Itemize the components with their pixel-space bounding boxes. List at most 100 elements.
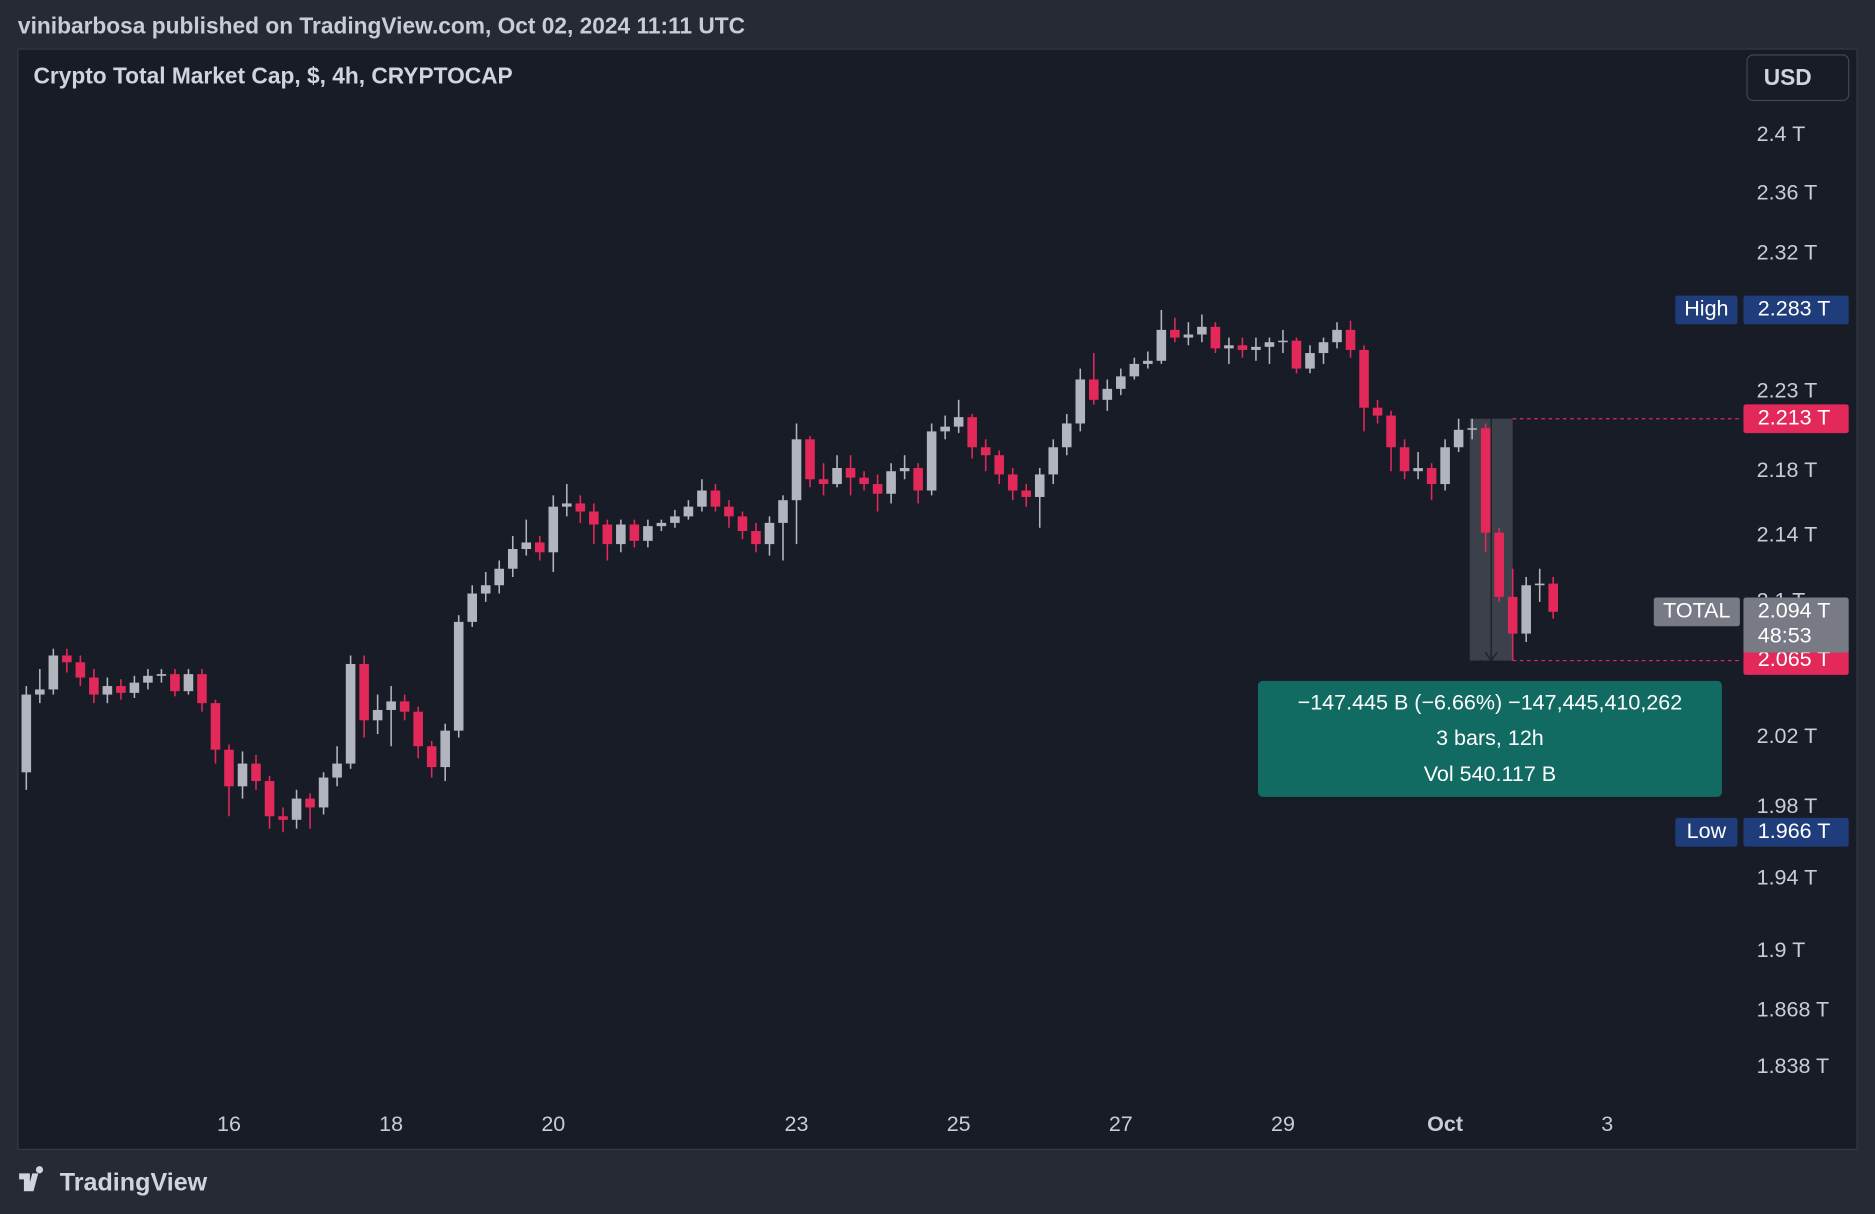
candle-body bbox=[899, 468, 910, 472]
candle-body bbox=[62, 655, 72, 663]
x-tick-label: Oct bbox=[1427, 1112, 1463, 1136]
candle-body bbox=[156, 674, 167, 676]
candle-body bbox=[1467, 428, 1477, 430]
candle-body bbox=[345, 663, 356, 764]
brand-name: TradingView bbox=[60, 1169, 208, 1197]
candle-body bbox=[1332, 329, 1342, 343]
candle-body bbox=[75, 662, 86, 678]
price-badge-value: 2.283 T bbox=[1758, 297, 1831, 321]
candle-body bbox=[1156, 329, 1167, 361]
candle-body bbox=[1129, 363, 1140, 377]
candle-body bbox=[1034, 474, 1045, 497]
y-tick-label: 2.36 T bbox=[1757, 181, 1818, 205]
candle-body bbox=[980, 447, 991, 456]
candle-body bbox=[264, 781, 275, 817]
x-tick-label: 3 bbox=[1601, 1112, 1613, 1136]
candle-body bbox=[1197, 326, 1207, 335]
candle-body bbox=[467, 593, 478, 622]
candle-body bbox=[426, 746, 437, 768]
candle-body bbox=[764, 522, 775, 545]
last-price-tag-text: TOTAL bbox=[1663, 599, 1730, 623]
y-tick-label: 2.32 T bbox=[1757, 240, 1818, 264]
candle-body bbox=[48, 655, 59, 690]
y-tick-label: 2.02 T bbox=[1757, 724, 1818, 748]
candle-body bbox=[575, 503, 586, 512]
measure-box bbox=[1257, 680, 1722, 797]
last-price-tag bbox=[1653, 597, 1740, 627]
candle-body bbox=[1372, 407, 1383, 416]
candle-body bbox=[1143, 360, 1153, 364]
candle-body bbox=[521, 542, 532, 550]
candle-body bbox=[562, 503, 572, 507]
price-badge-tag bbox=[1675, 817, 1738, 847]
candle-body bbox=[724, 506, 734, 517]
y-tick-label: 2.18 T bbox=[1757, 458, 1818, 482]
candle-body bbox=[1480, 428, 1491, 533]
candle-body bbox=[386, 701, 396, 710]
candle-body bbox=[1102, 388, 1113, 400]
candle-body bbox=[926, 431, 937, 491]
candle-body bbox=[21, 694, 32, 773]
candle-body bbox=[1210, 326, 1221, 349]
currency-button[interactable] bbox=[1746, 54, 1850, 102]
publisher-line: vinibarbosa published on TradingView.com… bbox=[18, 13, 745, 39]
candle-body bbox=[1089, 379, 1099, 400]
candle-body bbox=[480, 585, 491, 594]
y-tick-label: 1.9 T bbox=[1757, 938, 1806, 962]
candle-body bbox=[778, 500, 788, 523]
measure-text: Vol 540.117 B bbox=[1424, 762, 1556, 786]
brand-logo bbox=[19, 1166, 44, 1192]
candle-body bbox=[994, 455, 1004, 475]
candle-body bbox=[291, 798, 302, 820]
candle-body bbox=[1386, 415, 1396, 448]
candle-body bbox=[278, 816, 288, 820]
candle-body bbox=[805, 439, 815, 480]
candle-body bbox=[1426, 468, 1437, 485]
candle-body bbox=[534, 542, 545, 553]
candle-body bbox=[1007, 474, 1018, 491]
candle-body bbox=[89, 677, 99, 695]
candle-body bbox=[1116, 376, 1126, 389]
y-tick-label: 1.98 T bbox=[1757, 794, 1818, 818]
candle-body bbox=[507, 549, 518, 569]
candle-body bbox=[818, 479, 829, 485]
candle-body bbox=[710, 490, 721, 507]
candle-body bbox=[670, 516, 680, 523]
chart-panel bbox=[17, 48, 1858, 1151]
candle-body bbox=[697, 490, 707, 507]
y-tick-label: 2.23 T bbox=[1757, 379, 1818, 403]
candle-body bbox=[1021, 490, 1032, 497]
candle-body bbox=[305, 798, 315, 808]
candle-body bbox=[656, 522, 667, 527]
candle-body bbox=[1507, 596, 1518, 634]
candle-body bbox=[886, 471, 896, 494]
candle-body bbox=[210, 703, 221, 750]
currency-label[interactable]: USD bbox=[1764, 64, 1812, 90]
candle-body bbox=[413, 711, 423, 747]
candle-body bbox=[129, 682, 140, 693]
candle-body bbox=[440, 730, 450, 768]
candle-body bbox=[845, 468, 856, 478]
candle-body bbox=[589, 511, 599, 525]
price-badge-value: 2.213 T bbox=[1758, 405, 1831, 429]
candle-body bbox=[1440, 447, 1450, 485]
price-badge bbox=[1743, 295, 1849, 325]
candle-body bbox=[967, 417, 977, 448]
x-tick-label: 23 bbox=[785, 1112, 809, 1136]
candle-body bbox=[832, 468, 842, 485]
x-tick-label: 20 bbox=[541, 1112, 565, 1136]
candle-body bbox=[1278, 340, 1288, 343]
candle-body bbox=[170, 674, 180, 692]
candle-body bbox=[359, 663, 369, 721]
candle-body bbox=[1453, 429, 1464, 448]
x-tick-label: 16 bbox=[217, 1112, 241, 1136]
x-tick-label: 18 bbox=[379, 1112, 403, 1136]
candle-body bbox=[940, 426, 950, 432]
candle-body bbox=[1534, 583, 1545, 586]
candle-body bbox=[1224, 345, 1234, 349]
candle-body bbox=[953, 417, 964, 427]
candle-body bbox=[548, 506, 559, 553]
price-badge-tag bbox=[1675, 295, 1738, 325]
candle-body bbox=[197, 674, 207, 704]
price-badge bbox=[1743, 817, 1849, 847]
